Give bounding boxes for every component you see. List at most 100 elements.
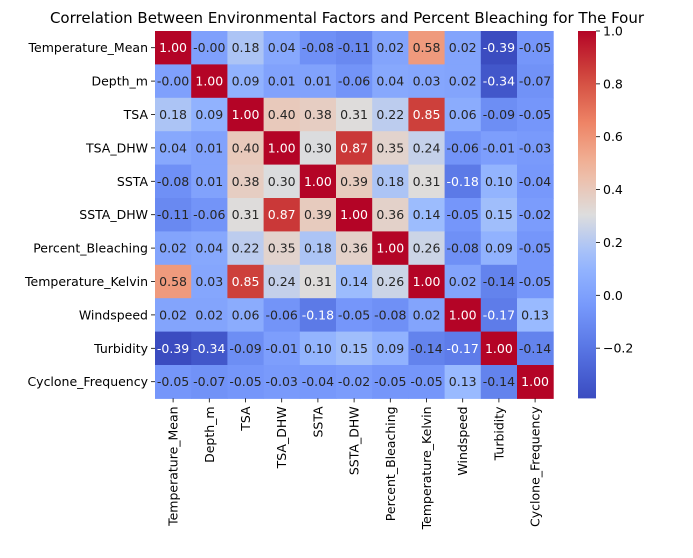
heatmap-cell (372, 298, 409, 333)
cell-value-label: 0.35 (268, 241, 296, 256)
cell-value-label: 0.03 (413, 74, 441, 89)
cell-value-label: -0.08 (374, 307, 406, 322)
heatmap-cell (408, 198, 446, 232)
heatmap-cell (299, 264, 337, 299)
cell-value-label: -0.11 (157, 207, 189, 222)
heatmap-cell (444, 231, 482, 266)
y-tick-label: Windspeed (79, 307, 148, 322)
colorbar-tick-label: 1.0 (603, 24, 623, 39)
cell-value-label: 0.18 (232, 40, 260, 55)
heatmap-cell (299, 298, 337, 333)
cell-value-label: -0.14 (519, 341, 551, 356)
heatmap-cell (336, 164, 373, 199)
cell-value-label: -0.00 (193, 40, 225, 55)
heatmap-cell (372, 164, 409, 199)
heatmap-cell (444, 131, 482, 166)
cell-value-label: 0.36 (376, 207, 404, 222)
cell-value-label: -0.17 (447, 341, 479, 356)
cell-value-label: 0.09 (485, 241, 513, 256)
cell-value-label: -0.08 (157, 174, 189, 189)
heatmap-cell (227, 198, 265, 232)
y-tick-label: Percent_Bleaching (33, 241, 148, 256)
heatmap-cell (480, 264, 518, 299)
cell-value-label: 0.02 (159, 241, 187, 256)
heatmap-cell (191, 164, 228, 199)
heatmap-cell (408, 164, 446, 199)
cell-value-label: 0.39 (304, 207, 332, 222)
heatmap-cell (155, 365, 192, 399)
cell-value-label: 0.18 (304, 241, 332, 256)
cell-value-label: -0.05 (374, 374, 406, 389)
cell-value-label: 0.02 (195, 307, 223, 322)
cell-value-label: -0.06 (266, 307, 298, 322)
heatmap-cell (517, 264, 554, 299)
cell-value-label: 0.04 (195, 241, 223, 256)
heatmap-cell (336, 31, 373, 65)
heatmap-cell (517, 31, 554, 65)
heatmap-cell (408, 298, 446, 333)
cell-value-label: -0.01 (483, 140, 515, 155)
cell-value-label: 0.02 (449, 74, 477, 89)
cell-value-label: 0.24 (413, 140, 441, 155)
cell-value-label: 0.24 (268, 274, 296, 289)
colorbar-gradient (578, 31, 596, 399)
cell-value-label: -0.03 (266, 374, 298, 389)
heatmap-cell (227, 231, 265, 266)
heatmap-cell (299, 365, 337, 399)
heatmap-cell (263, 231, 301, 266)
heatmap-cell (263, 331, 301, 366)
cell-value-label: -0.05 (157, 374, 189, 389)
heatmap-cell (444, 298, 482, 333)
heatmap-cell (372, 264, 409, 299)
cell-value-label: 0.06 (232, 307, 260, 322)
heatmap-cell (372, 231, 409, 266)
cell-value-label: 0.02 (376, 40, 404, 55)
y-tick-label: Temperature_Kelvin (24, 274, 148, 289)
heatmap-cell (336, 298, 373, 333)
x-tick-label: Windspeed (455, 406, 470, 475)
cell-value-label: -0.14 (483, 274, 515, 289)
heatmap-cell (517, 231, 554, 266)
cell-value-label: -0.34 (483, 74, 515, 89)
heatmap-cell (517, 97, 554, 132)
cell-value-label: -0.05 (447, 207, 479, 222)
cell-value-label: -0.18 (447, 174, 479, 189)
cell-value-label: 0.38 (232, 174, 260, 189)
cell-value-label: 0.04 (376, 74, 404, 89)
heatmap-cell (336, 365, 373, 399)
colorbar-tick-label: 0.6 (603, 129, 623, 144)
cell-value-label: 0.26 (376, 274, 404, 289)
cell-value-label: 0.15 (485, 207, 513, 222)
cell-value-label: -0.07 (519, 74, 551, 89)
heatmap-cell (227, 31, 265, 65)
x-tick-label: SSTA (310, 406, 325, 438)
cell-value-label: -0.04 (302, 374, 334, 389)
heatmap-cell (444, 97, 482, 132)
cell-value-label: 0.14 (340, 274, 368, 289)
cell-value-label: 1.00 (413, 274, 441, 289)
y-tick-label: TSA_DHW (85, 140, 148, 155)
y-tick-label: TSA (123, 107, 149, 122)
cell-value-label: -0.01 (266, 341, 298, 356)
heatmap-cell (336, 231, 373, 266)
cell-value-label: -0.08 (447, 241, 479, 256)
cell-value-label: 1.00 (340, 207, 368, 222)
cell-value-label: 0.09 (376, 341, 404, 356)
heatmap-cell (227, 64, 265, 99)
cell-value-label: -0.05 (519, 241, 551, 256)
heatmap-cell (191, 331, 228, 366)
cell-value-label: 0.31 (340, 107, 368, 122)
heatmap-cell (480, 131, 518, 166)
heatmap-cell (191, 298, 228, 333)
heatmap-cell (517, 64, 554, 99)
cell-value-label: 0.02 (449, 274, 477, 289)
cell-value-label: 0.10 (485, 174, 513, 189)
heatmap-cell (336, 264, 373, 299)
cell-value-label: -0.05 (519, 107, 551, 122)
cell-value-label: 1.00 (485, 341, 513, 356)
heatmap-cell (480, 97, 518, 132)
cell-value-label: -0.02 (338, 374, 370, 389)
x-tick-label: Temperature_Kelvin (419, 406, 434, 530)
cell-value-label: -0.05 (338, 307, 370, 322)
